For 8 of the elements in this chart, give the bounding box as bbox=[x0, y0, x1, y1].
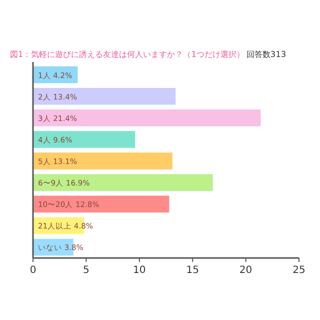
x-tick-label: 5 bbox=[83, 265, 90, 276]
x-tick-label: 10 bbox=[133, 265, 146, 276]
chart-title: 図1：気軽に遊びに誘える友達は何人いますか？（1つだけ選択） bbox=[10, 49, 244, 59]
x-tick-label: 0 bbox=[30, 265, 36, 276]
x-tick-label: 15 bbox=[186, 265, 199, 276]
x-tick-label: 20 bbox=[239, 265, 252, 276]
x-tick-label: 25 bbox=[292, 265, 306, 276]
chart-subtitle: 回答数313 bbox=[246, 49, 286, 59]
